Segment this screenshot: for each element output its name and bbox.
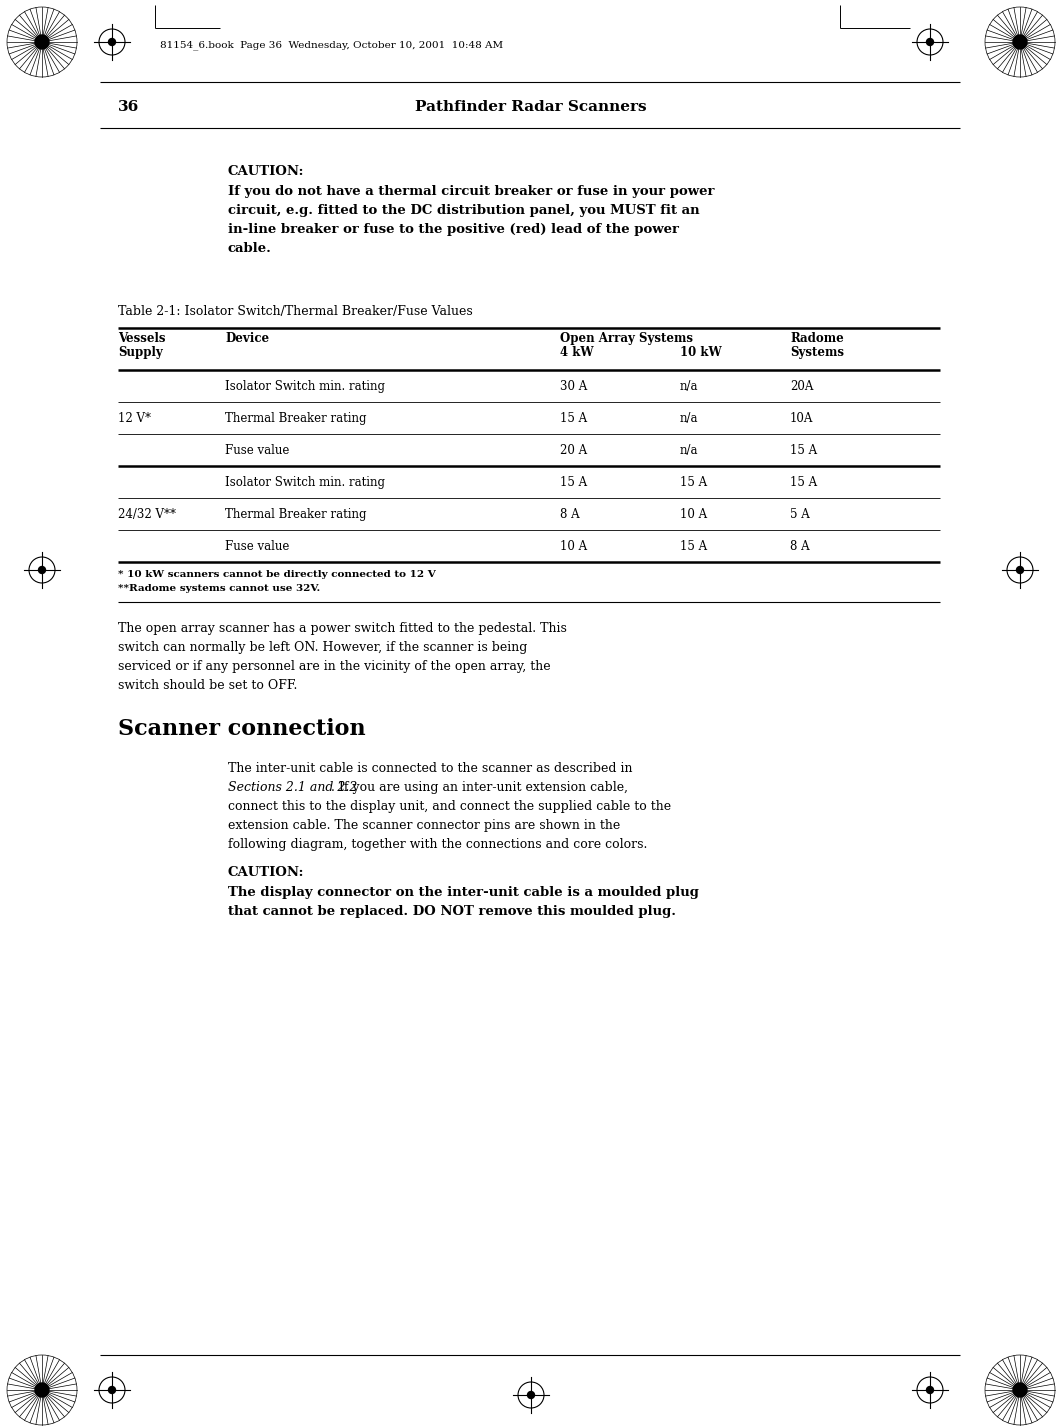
Text: Systems: Systems [790, 346, 844, 358]
Circle shape [108, 1387, 116, 1394]
Text: 5 A: 5 A [790, 508, 809, 521]
Circle shape [1013, 1382, 1027, 1397]
Circle shape [35, 36, 49, 49]
Circle shape [528, 1391, 534, 1398]
Text: 8 A: 8 A [560, 508, 580, 521]
Text: Fuse value: Fuse value [225, 444, 289, 457]
Text: Isolator Switch min. rating: Isolator Switch min. rating [225, 380, 386, 393]
Text: 10 A: 10 A [680, 508, 707, 521]
Text: following diagram, together with the connections and core colors.: following diagram, together with the con… [228, 838, 648, 851]
Text: 36: 36 [118, 100, 139, 114]
Text: 20A: 20A [790, 380, 813, 393]
Text: 24/32 V**: 24/32 V** [118, 508, 176, 521]
Text: Sections 2.1 and 2.2: Sections 2.1 and 2.2 [228, 781, 358, 794]
Text: 15 A: 15 A [680, 476, 707, 488]
Text: Supply: Supply [118, 346, 162, 358]
Text: 8 A: 8 A [790, 540, 809, 553]
Text: Table 2-1: Isolator Switch/Thermal Breaker/Fuse Values: Table 2-1: Isolator Switch/Thermal Break… [118, 306, 473, 318]
Text: The open array scanner has a power switch fitted to the pedestal. This: The open array scanner has a power switc… [118, 623, 567, 635]
Text: Thermal Breaker rating: Thermal Breaker rating [225, 413, 366, 426]
Text: n/a: n/a [680, 413, 699, 426]
Text: 20 A: 20 A [560, 444, 587, 457]
Circle shape [926, 39, 933, 46]
Text: serviced or if any personnel are in the vicinity of the open array, the: serviced or if any personnel are in the … [118, 660, 550, 673]
Text: Pathfinder Radar Scanners: Pathfinder Radar Scanners [415, 100, 647, 114]
Text: Thermal Breaker rating: Thermal Breaker rating [225, 508, 366, 521]
Text: Device: Device [225, 331, 269, 346]
Circle shape [38, 567, 46, 574]
Text: Open Array Systems: Open Array Systems [560, 331, 693, 346]
Text: Vessels: Vessels [118, 331, 166, 346]
Text: 15 A: 15 A [790, 444, 817, 457]
Text: 15 A: 15 A [560, 413, 587, 426]
Text: 15 A: 15 A [790, 476, 817, 488]
Text: 4 kW: 4 kW [560, 346, 594, 358]
Text: . If you are using an inter-unit extension cable,: . If you are using an inter-unit extensi… [331, 781, 628, 794]
Text: that cannot be replaced. DO NOT remove this moulded plug.: that cannot be replaced. DO NOT remove t… [228, 905, 676, 918]
Text: Radome: Radome [790, 331, 843, 346]
Text: * 10 kW scanners cannot be directly connected to 12 V: * 10 kW scanners cannot be directly conn… [118, 570, 435, 578]
Text: 12 V*: 12 V* [118, 413, 151, 426]
Text: Isolator Switch min. rating: Isolator Switch min. rating [225, 476, 386, 488]
Text: Scanner connection: Scanner connection [118, 718, 365, 740]
Circle shape [35, 1382, 49, 1397]
Text: 15 A: 15 A [680, 540, 707, 553]
Text: switch can normally be left ON. However, if the scanner is being: switch can normally be left ON. However,… [118, 641, 528, 654]
Text: **Radome systems cannot use 32V.: **Radome systems cannot use 32V. [118, 584, 321, 593]
Text: circuit, e.g. fitted to the DC distribution panel, you MUST fit an: circuit, e.g. fitted to the DC distribut… [228, 204, 700, 217]
Text: n/a: n/a [680, 444, 699, 457]
Text: 81154_6.book  Page 36  Wednesday, October 10, 2001  10:48 AM: 81154_6.book Page 36 Wednesday, October … [160, 40, 503, 50]
Text: connect this to the display unit, and connect the supplied cable to the: connect this to the display unit, and co… [228, 800, 671, 813]
Text: If you do not have a thermal circuit breaker or fuse in your power: If you do not have a thermal circuit bre… [228, 186, 715, 198]
Text: 15 A: 15 A [560, 476, 587, 488]
Text: 10 kW: 10 kW [680, 346, 722, 358]
Circle shape [1016, 567, 1024, 574]
Text: The display connector on the inter-unit cable is a moulded plug: The display connector on the inter-unit … [228, 885, 699, 900]
Text: switch should be set to OFF.: switch should be set to OFF. [118, 678, 297, 693]
Text: 30 A: 30 A [560, 380, 587, 393]
Text: CAUTION:: CAUTION: [228, 865, 305, 880]
Circle shape [1013, 36, 1027, 49]
Text: Fuse value: Fuse value [225, 540, 289, 553]
Text: extension cable. The scanner connector pins are shown in the: extension cable. The scanner connector p… [228, 820, 620, 833]
Text: cable.: cable. [228, 241, 272, 256]
Text: The inter-unit cable is connected to the scanner as described in: The inter-unit cable is connected to the… [228, 763, 633, 775]
Text: n/a: n/a [680, 380, 699, 393]
Circle shape [108, 39, 116, 46]
Text: 10 A: 10 A [560, 540, 587, 553]
Text: CAUTION:: CAUTION: [228, 166, 305, 178]
Text: in-line breaker or fuse to the positive (red) lead of the power: in-line breaker or fuse to the positive … [228, 223, 679, 236]
Text: 10A: 10A [790, 413, 813, 426]
Circle shape [926, 1387, 933, 1394]
